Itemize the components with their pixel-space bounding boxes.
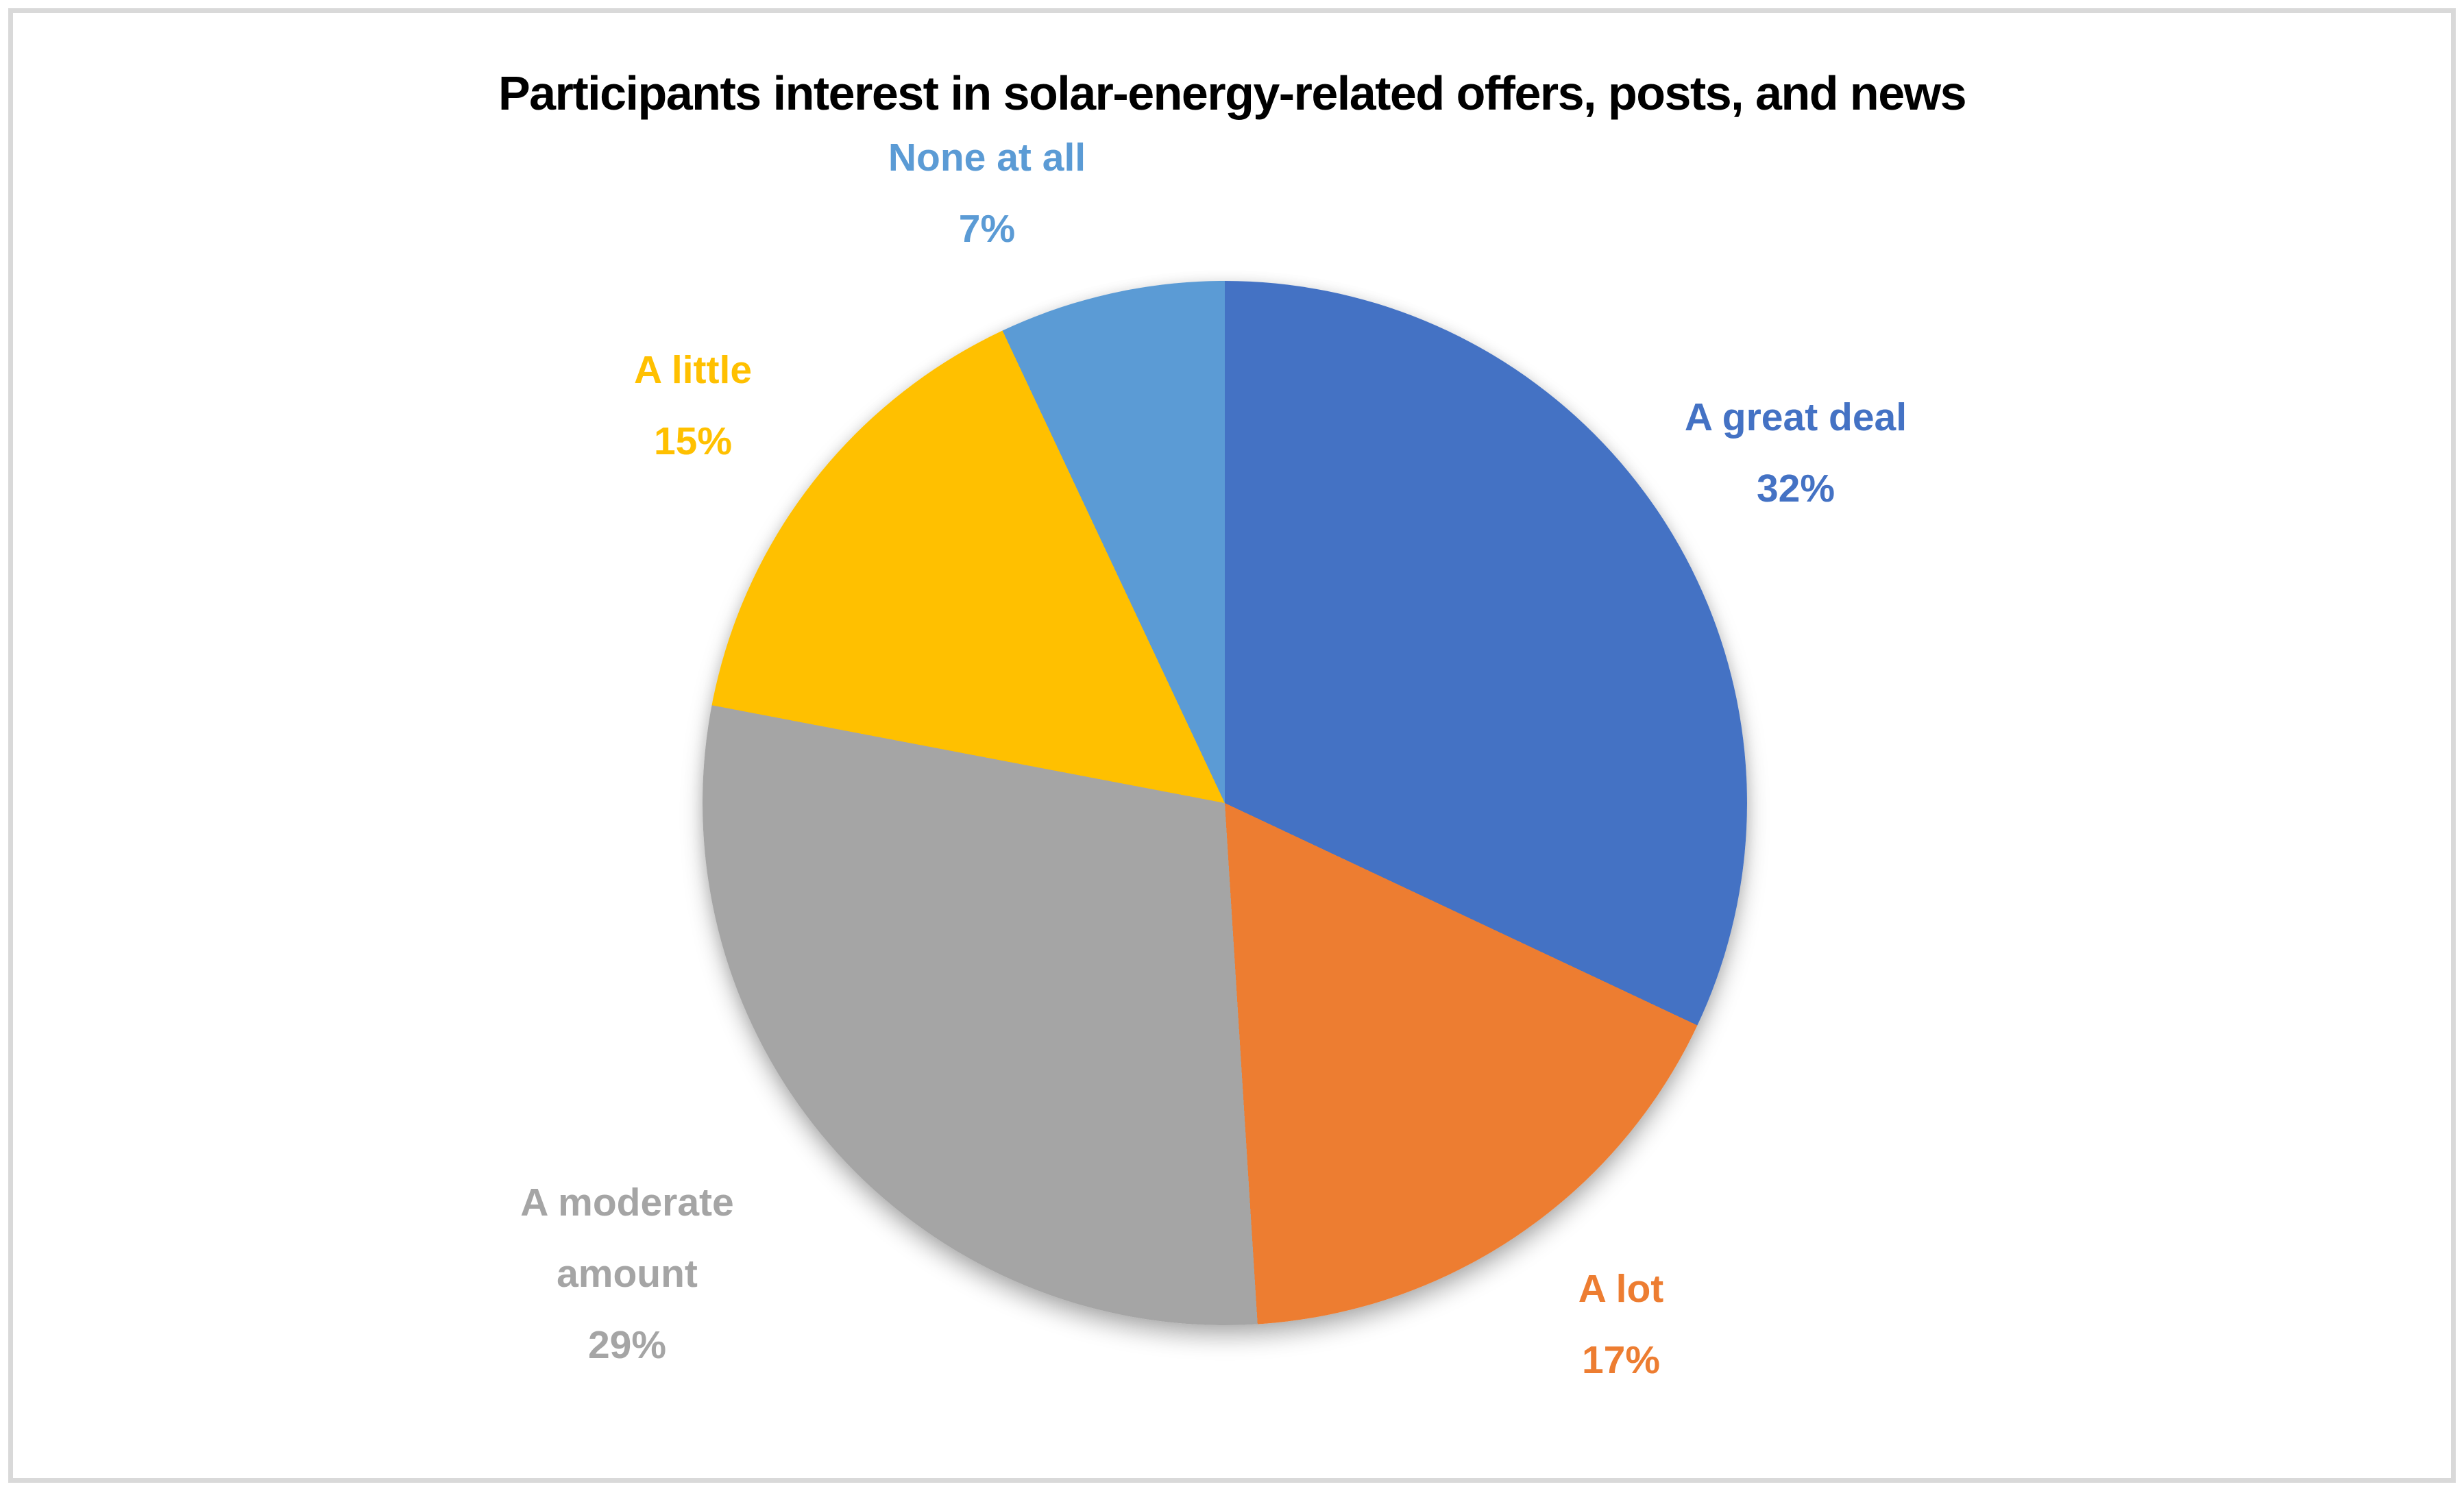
- pie-chart: [703, 281, 1747, 1325]
- slice-label-text: A lot: [1578, 1267, 1664, 1311]
- slice-label-text: A moderate amount: [520, 1181, 734, 1296]
- slice-label-pct: 7%: [958, 207, 1016, 251]
- slice-label-a-great-deal: A great deal 32%: [1685, 382, 1907, 524]
- slice-label-a-lot: A lot 17%: [1578, 1253, 1664, 1396]
- slice-label-text: A great deal: [1684, 395, 1907, 439]
- slice-label-pct: 15%: [653, 419, 733, 463]
- slice-label-text: A little: [633, 348, 753, 392]
- slice-label-pct: 29%: [587, 1323, 667, 1367]
- slice-label-a-moderate-amount: A moderate amount 29%: [469, 1167, 785, 1381]
- slice-label-a-little: A little 15%: [634, 334, 752, 477]
- chart-title: Participants interest in solar-energy-re…: [498, 66, 1967, 120]
- slice-label-pct: 17%: [1581, 1338, 1661, 1382]
- slice-label-none-at-all: None at all 7%: [888, 122, 1086, 264]
- slice-label-pct: 32%: [1756, 467, 1835, 510]
- slice-label-text: None at all: [888, 136, 1086, 180]
